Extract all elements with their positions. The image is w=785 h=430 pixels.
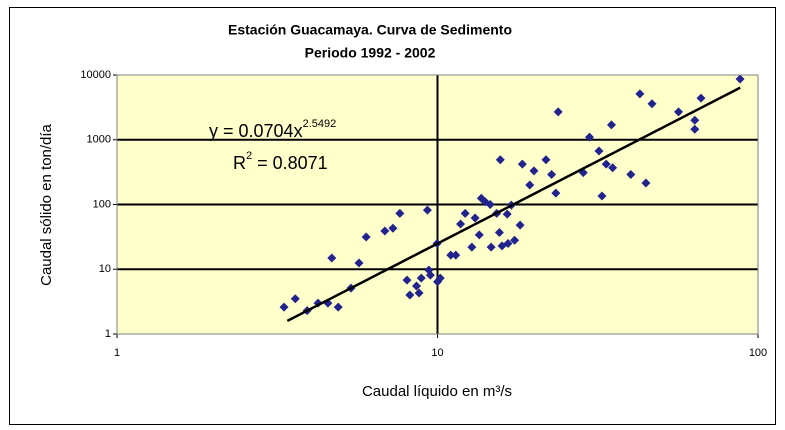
data-point <box>553 107 563 117</box>
data-point <box>690 124 700 134</box>
data-point <box>606 120 616 130</box>
plot-border <box>116 74 759 335</box>
data-point <box>395 208 405 218</box>
data-point <box>515 220 525 230</box>
data-point <box>547 170 557 180</box>
data-point <box>470 213 480 223</box>
data-point <box>412 281 422 291</box>
data-point <box>405 290 415 300</box>
data-point <box>503 238 513 248</box>
y-tick-label: 1 <box>105 328 111 340</box>
r-squared-base: R <box>233 153 246 173</box>
data-point <box>425 270 435 280</box>
data-point <box>486 242 496 252</box>
data-point <box>626 170 636 180</box>
r-squared-sup: 2 <box>246 150 252 162</box>
data-point <box>290 294 300 304</box>
data-point <box>456 219 466 229</box>
data-point <box>435 273 445 283</box>
data-point <box>510 235 520 245</box>
data-point <box>451 250 461 260</box>
data-point <box>494 227 504 237</box>
data-point <box>635 89 645 99</box>
data-point <box>608 163 618 173</box>
r-squared: R2 = 0.8071 <box>233 150 328 173</box>
trendline <box>286 86 741 323</box>
data-point <box>416 273 426 283</box>
y-tick-label: 1000 <box>87 134 111 146</box>
data-point <box>474 230 484 240</box>
data-point <box>380 226 390 236</box>
data-point <box>674 107 684 117</box>
data-point <box>584 132 594 142</box>
data-point <box>279 302 289 312</box>
data-point <box>641 178 651 188</box>
y-axis-title: Caudal sólido en ton/día <box>38 123 55 285</box>
marks <box>279 74 745 323</box>
data-point <box>402 275 412 285</box>
data-point <box>354 258 364 268</box>
trend-equation: y = 0.0704x2.5492 <box>209 118 336 141</box>
data-point <box>690 115 700 125</box>
data-point <box>735 74 745 84</box>
data-point <box>333 302 343 312</box>
data-point <box>422 205 432 215</box>
chart-title: Estación Guacamaya. Curva de Sedimento <box>228 22 512 38</box>
x-tick-label: 100 <box>749 347 767 359</box>
equation-exponent: 2.5492 <box>303 118 337 130</box>
data-point <box>594 146 604 156</box>
data-point <box>517 159 527 169</box>
data-point <box>467 242 477 252</box>
grid <box>113 74 759 338</box>
data-point <box>541 155 551 165</box>
data-point <box>647 99 657 109</box>
data-point <box>597 191 607 201</box>
y-tick-label: 10 <box>99 263 111 275</box>
y-tick-label: 100 <box>93 198 111 210</box>
data-point <box>696 93 706 103</box>
data-point <box>361 232 371 242</box>
chart-subtitle: Periodo 1992 - 2002 <box>305 45 436 61</box>
data-point <box>388 223 398 233</box>
data-point <box>502 209 512 219</box>
x-tick-label: 1 <box>114 347 120 359</box>
data-point <box>525 180 535 190</box>
data-point <box>485 200 495 209</box>
data-point <box>414 288 424 298</box>
equation-base: y = 0.0704x <box>209 121 303 141</box>
data-point <box>446 250 456 260</box>
data-point <box>529 166 539 176</box>
x-axis-title: Caudal líquido en m³/s <box>362 383 512 400</box>
r-squared-value: = 0.8071 <box>257 153 328 173</box>
x-tick-label: 10 <box>431 347 443 359</box>
data-point <box>327 253 337 263</box>
data-point <box>460 208 470 218</box>
data-point <box>601 159 611 169</box>
data-point <box>495 155 505 165</box>
data-point <box>551 188 561 198</box>
y-tick-label: 10000 <box>80 69 111 81</box>
